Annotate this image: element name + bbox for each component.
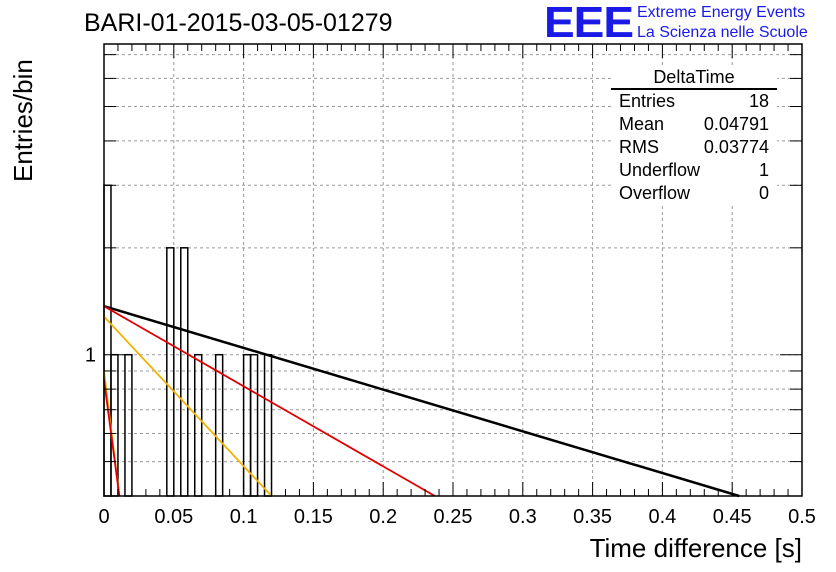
x-tick-label: 0.05 [154,506,193,528]
x-tick-label: 0.25 [434,506,473,528]
x-tick-label: 0 [98,506,109,528]
stats-row: Underflow 1 [611,159,777,182]
fit-line [103,316,273,497]
histogram-bar [124,353,133,497]
histogram-bar [214,353,224,497]
fit-lines [103,304,740,498]
stats-label: Overflow [619,183,691,203]
stats-value: 1 [758,160,769,180]
x-axis-label: Time difference [s] [589,533,802,563]
stats-row: Mean 0.04791 [611,113,777,136]
logo-letters: EEE [544,0,634,47]
x-tick-label: 0.5 [788,506,816,528]
histogram-bar [193,353,203,497]
eee-logo: EEE Extreme Energy Events La Scienza nel… [544,0,834,47]
stats-value: 18 [748,91,769,111]
y-axis-label: Entries/bin [8,59,38,182]
plot-title: BARI-01-2015-03-05-01279 [84,9,393,37]
axis-ticks [103,44,803,496]
stats-label: Entries [619,91,676,111]
stats-row: Overflow 0 [611,182,777,205]
x-tick-label: 0.45 [713,506,752,528]
stats-label: RMS [619,137,659,157]
fit-line [103,304,740,498]
logo-line-1: Extreme Energy Events [637,4,806,21]
stats-box: DeltaTime Entries 18 Mean 0.04791 RMS 0.… [611,66,777,205]
stats-title: DeltaTime [611,66,777,90]
stats-label: Mean [619,114,665,134]
logo-line-2: La Scienza nelle Scuole [637,24,808,41]
stats-value: 0 [758,183,769,203]
stats-label: Underflow [619,160,701,180]
tick-labels: 0 0.05 0.1 0.15 0.2 0.25 0.3 0.35 0.4 0.45 0.5 1 [85,345,816,528]
fit-line [103,305,436,497]
histogram-bar [103,184,112,497]
y-tick-label: 1 [85,345,96,367]
stats-value: 0.03774 [703,137,769,157]
fit-line [103,379,121,497]
x-tick-label: 0.1 [230,506,258,528]
stats-row: RMS 0.03774 [611,136,777,159]
x-tick-label: 0.15 [294,506,333,528]
histogram-bar [180,247,189,497]
histogram-bar [166,247,175,497]
stats-row: Entries 18 [611,90,777,113]
histogram-bar [263,353,273,497]
x-tick-label: 0.2 [369,506,397,528]
x-tick-label: 0.4 [648,506,676,528]
x-tick-label: 0.3 [509,506,537,528]
histogram-bars [103,184,273,497]
grid [104,44,802,496]
x-tick-label: 0.35 [573,506,612,528]
stats-value: 0.04791 [703,114,769,134]
histogram-bar [242,353,252,497]
